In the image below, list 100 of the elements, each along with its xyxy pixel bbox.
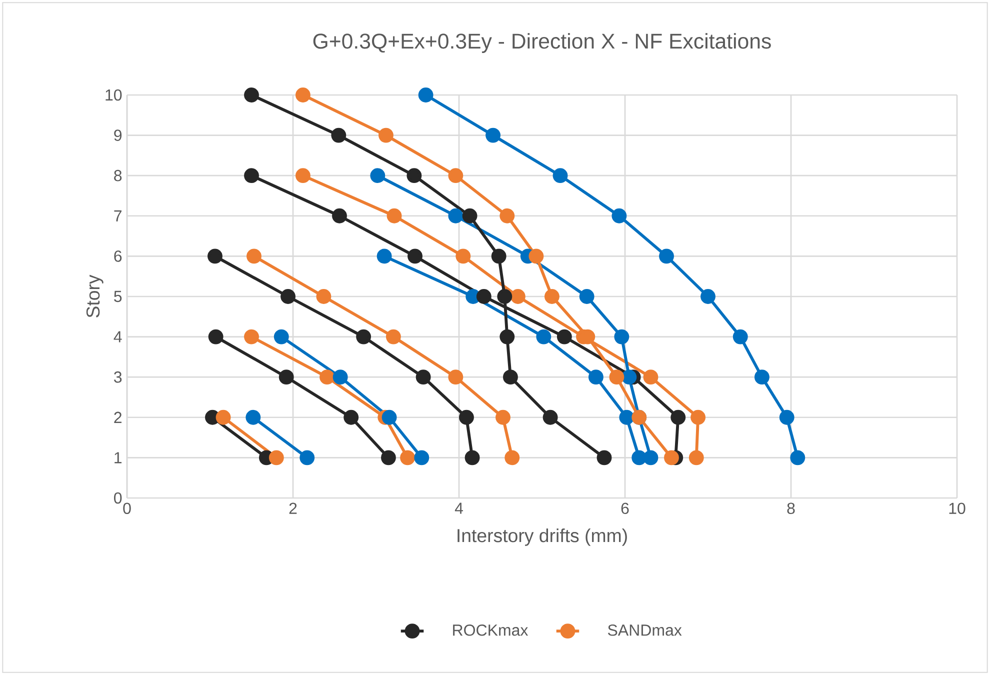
point <box>208 248 222 264</box>
point <box>244 329 259 344</box>
y-tick-label: 4 <box>114 331 122 342</box>
point <box>406 168 422 184</box>
point <box>331 128 346 143</box>
y-tick-label: 1 <box>114 452 122 464</box>
point <box>244 88 259 102</box>
y-tick-label: 8 <box>114 170 122 182</box>
point <box>332 208 347 224</box>
point <box>320 370 335 385</box>
point <box>790 450 806 466</box>
point <box>497 289 512 304</box>
point <box>216 410 231 425</box>
y-tick-label: 3 <box>114 371 122 383</box>
y-tick-label: 2 <box>114 412 122 423</box>
point <box>448 168 464 184</box>
point <box>536 329 552 344</box>
point <box>380 450 396 466</box>
point <box>274 329 289 344</box>
point <box>754 370 770 385</box>
point <box>619 410 634 425</box>
chart-title: G+0.3Q+Ex+0.3Ey - Direction X - NF Excitations <box>313 33 771 53</box>
point <box>609 370 624 385</box>
point <box>378 128 394 143</box>
point <box>295 168 310 184</box>
point <box>688 450 704 466</box>
point <box>268 450 284 466</box>
point <box>386 329 401 344</box>
point <box>408 248 422 264</box>
legend-label: ROCKmax <box>453 624 528 636</box>
point <box>448 370 464 385</box>
point <box>278 370 294 385</box>
point <box>614 329 630 344</box>
x-axis-title: Interstory drifts (mm) <box>458 528 627 546</box>
point <box>246 410 261 425</box>
y-tick-label: 7 <box>114 210 122 222</box>
y-tick-label: 9 <box>114 130 122 141</box>
point <box>416 370 431 385</box>
point <box>556 329 572 344</box>
point <box>779 410 794 425</box>
x-tick-label: 4 <box>454 502 463 514</box>
x-tick-label: 10 <box>949 502 966 514</box>
point <box>376 248 392 264</box>
point <box>504 450 520 466</box>
point <box>400 450 416 466</box>
point <box>246 248 262 264</box>
point <box>528 248 544 264</box>
point <box>670 410 686 425</box>
point <box>552 168 568 184</box>
point <box>464 450 480 466</box>
point <box>496 410 510 425</box>
y-axis-title: Story <box>86 274 104 318</box>
point <box>588 370 604 385</box>
x-tick-label: 8 <box>787 502 795 514</box>
y-tick-label: 0 <box>114 492 122 504</box>
point <box>500 329 515 344</box>
point <box>356 329 372 344</box>
point <box>456 248 471 264</box>
point <box>300 450 315 466</box>
point <box>579 289 594 304</box>
point <box>448 208 464 224</box>
y-tick-label: 5 <box>114 290 122 302</box>
point <box>459 410 474 425</box>
point <box>544 289 560 304</box>
point <box>690 410 706 425</box>
point <box>622 370 637 385</box>
y-tick-label: 10 <box>106 89 122 101</box>
point <box>643 450 658 466</box>
x-tick-label: 0 <box>123 502 131 514</box>
point <box>632 450 647 466</box>
point <box>612 208 627 224</box>
y-tick-label: 6 <box>114 250 122 262</box>
point <box>462 208 478 224</box>
point <box>659 248 674 264</box>
point <box>700 289 716 304</box>
point <box>370 168 386 184</box>
point <box>486 128 501 143</box>
point <box>244 168 259 184</box>
x-tick-label: 2 <box>289 502 297 514</box>
point <box>476 289 492 304</box>
point <box>418 88 434 102</box>
point <box>332 370 348 385</box>
point <box>344 410 359 425</box>
point <box>596 450 612 466</box>
point <box>500 208 515 224</box>
point <box>510 289 526 304</box>
point <box>542 410 558 425</box>
point <box>208 329 224 344</box>
point <box>502 370 518 385</box>
x-tick-label: 6 <box>621 502 629 514</box>
point <box>316 289 332 304</box>
point <box>382 410 397 425</box>
legend-label: SANDmax <box>608 624 682 636</box>
point <box>280 289 296 304</box>
point <box>643 370 658 385</box>
point <box>295 88 310 102</box>
point <box>732 329 748 344</box>
point <box>491 248 506 264</box>
point <box>664 450 679 466</box>
point <box>414 450 430 466</box>
